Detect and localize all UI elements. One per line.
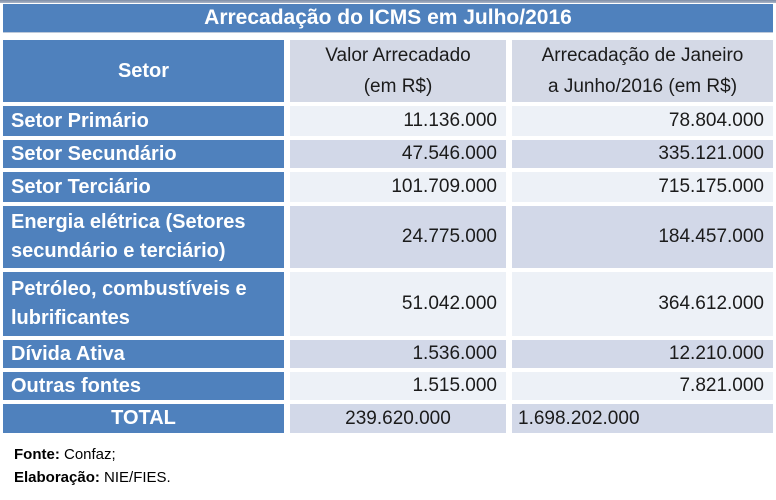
elaboracao-label: Elaboração:: [14, 469, 100, 486]
value-acumulado-setor-terciario: 715.175.000: [512, 172, 773, 202]
column-header-acumulado: Arrecadação de Janeiro a Junho/2016 (em …: [512, 40, 773, 102]
row-label-total: TOTAL: [3, 404, 284, 433]
value-acumulado-total: 1.698.202.000: [512, 404, 773, 433]
value-julho-total: 239.620.000: [290, 404, 506, 433]
value-julho-divida-ativa: 1.536.000: [290, 340, 506, 368]
column-header-valor: Valor Arrecadado (em R$): [290, 40, 506, 102]
row-label-setor-primario: Setor Primário: [3, 106, 284, 136]
value-acumulado-setor-secundario: 335.121.000: [512, 140, 773, 168]
source-line-elaboracao: Elaboração: NIE/FIES.: [14, 466, 776, 489]
value-julho-outras-fontes: 1.515.000: [290, 372, 506, 400]
icms-table: Setor Valor Arrecadado (em R$) Arrecadaç…: [3, 40, 773, 433]
source-line-fonte: Fonte: Confaz;: [14, 443, 776, 466]
column-header-valor-line2: (em R$): [363, 76, 433, 97]
column-header-acumulado-line1: Arrecadação de Janeiro: [541, 45, 744, 66]
value-julho-petroleo: 51.042.000: [290, 272, 506, 336]
value-julho-setor-secundario: 47.546.000: [290, 140, 506, 168]
value-julho-setor-primario: 11.136.000: [290, 106, 506, 136]
column-header-setor: Setor: [3, 40, 284, 102]
table-title: Arrecadação do ICMS em Julho/2016: [3, 4, 773, 33]
row-label-outras-fontes: Outras fontes: [3, 372, 284, 400]
row-label-energia-eletrica: Energia elétrica (Setores secundário e t…: [3, 206, 284, 268]
value-julho-setor-terciario: 101.709.000: [290, 172, 506, 202]
value-acumulado-outras-fontes: 7.821.000: [512, 372, 773, 400]
row-label-setor-terciario: Setor Terciário: [3, 172, 284, 202]
source-note: Fonte: Confaz; Elaboração: NIE/FIES.: [14, 443, 776, 489]
row-label-divida-ativa: Dívida Ativa: [3, 340, 284, 368]
top-border-strip: [0, 0, 776, 3]
row-label-petroleo: Petróleo, combustíveis e lubrificantes: [3, 272, 284, 336]
value-acumulado-divida-ativa: 12.210.000: [512, 340, 773, 368]
value-julho-energia-eletrica: 24.775.000: [290, 206, 506, 268]
row-label-setor-secundario: Setor Secundário: [3, 140, 284, 168]
column-header-acumulado-line2: a Junho/2016 (em R$): [547, 76, 738, 97]
elaboracao-value: NIE/FIES.: [104, 469, 171, 486]
value-acumulado-petroleo: 364.612.000: [512, 272, 773, 336]
value-acumulado-energia-eletrica: 184.457.000: [512, 206, 773, 268]
value-acumulado-setor-primario: 78.804.000: [512, 106, 773, 136]
fonte-label: Fonte:: [14, 446, 60, 463]
column-header-valor-line1: Valor Arrecadado: [325, 45, 471, 66]
fonte-value: Confaz;: [64, 446, 116, 463]
